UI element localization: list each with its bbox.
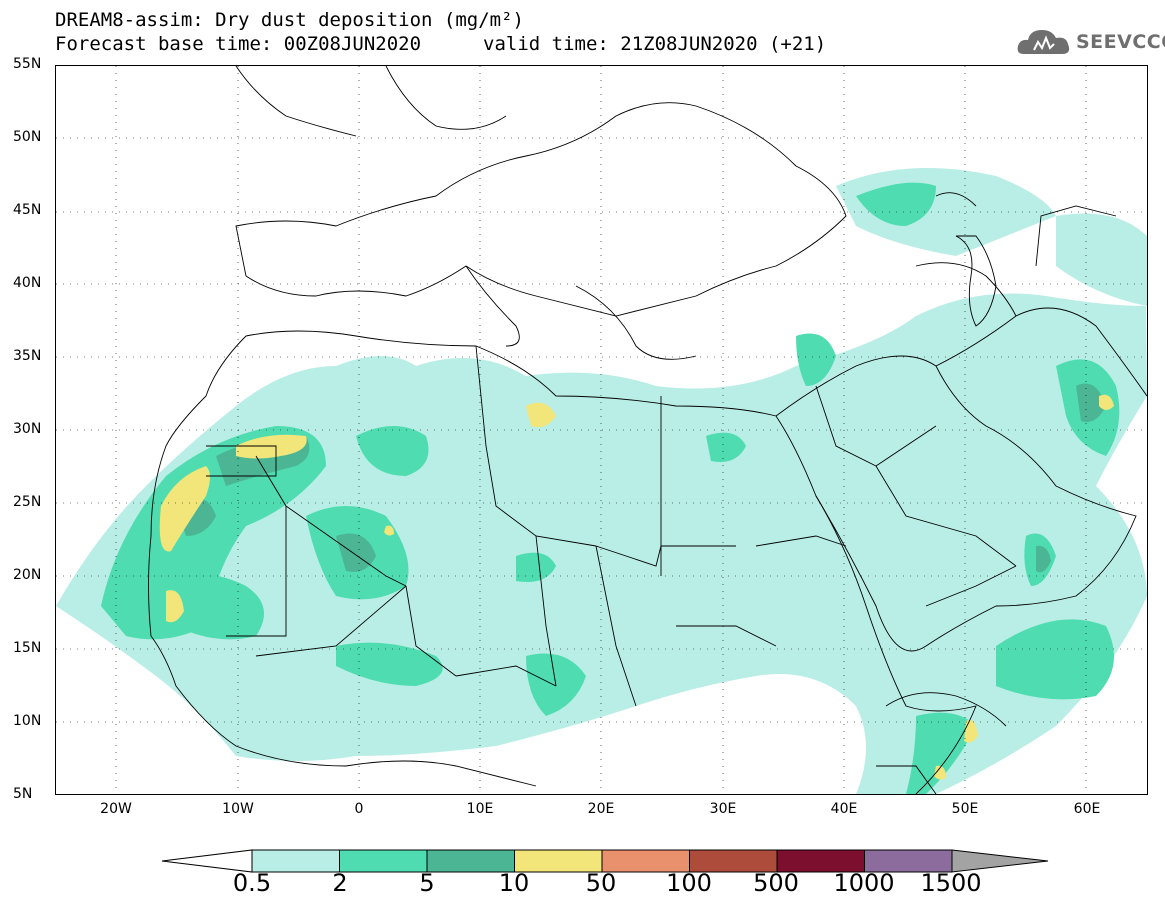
lon-label: 40E: [830, 801, 858, 817]
country-borders: [148, 65, 1148, 795]
legend-colorbar: [160, 840, 1050, 880]
lat-label: 10N: [13, 713, 42, 729]
legend-label: 500: [753, 869, 799, 897]
lat-label: 45N: [13, 202, 42, 218]
lat-label: 40N: [13, 275, 42, 291]
logo-text: SEEVCCC: [1076, 31, 1165, 53]
lon-label: 10W: [222, 801, 254, 817]
forecast-base-time: Forecast base time: 00Z08JUN2020: [55, 33, 422, 55]
lon-label: 60E: [1073, 801, 1101, 817]
lon-label: 30E: [709, 801, 737, 817]
lat-label: 20N: [13, 567, 42, 583]
legend-label: 5: [419, 869, 435, 897]
lon-label: 50E: [951, 801, 979, 817]
lon-label: 0: [354, 801, 364, 817]
seevccc-logo: SEEVCCC: [1016, 24, 1165, 60]
lat-label: 30N: [13, 421, 42, 437]
dust-deposition-map: [55, 65, 1148, 795]
dust-fields: [56, 168, 1147, 794]
graticule: [56, 66, 1147, 794]
legend-label: 0.5: [232, 869, 272, 897]
legend-label: 10: [498, 869, 530, 897]
lon-label: 10E: [466, 801, 494, 817]
legend-label: 1000: [833, 869, 895, 897]
legend-label: 100: [666, 869, 712, 897]
legend-label: 50: [585, 869, 617, 897]
lat-label: 25N: [13, 494, 42, 510]
valid-time: valid time: 21Z08JUN2020 (+21): [483, 33, 827, 55]
legend-colorbar-svg: [161, 849, 1049, 873]
lon-label: 20E: [587, 801, 615, 817]
legend-swatch: [339, 849, 428, 873]
lon-label: 20W: [100, 801, 132, 817]
lat-label: 35N: [13, 348, 42, 364]
legend-label: 2: [332, 869, 348, 897]
lat-label: 50N: [13, 129, 42, 145]
map-title: DREAM8-assim: Dry dust deposition (mg/m²…: [55, 9, 524, 31]
lat-label: 5N: [13, 786, 33, 802]
legend-arrow-high: [951, 849, 1049, 873]
cloud-logo-icon: [1017, 30, 1070, 54]
lat-label: 55N: [13, 56, 42, 72]
lat-label: 15N: [13, 640, 42, 656]
legend-label: 1500: [920, 869, 982, 897]
map-canvas: [56, 65, 1148, 795]
